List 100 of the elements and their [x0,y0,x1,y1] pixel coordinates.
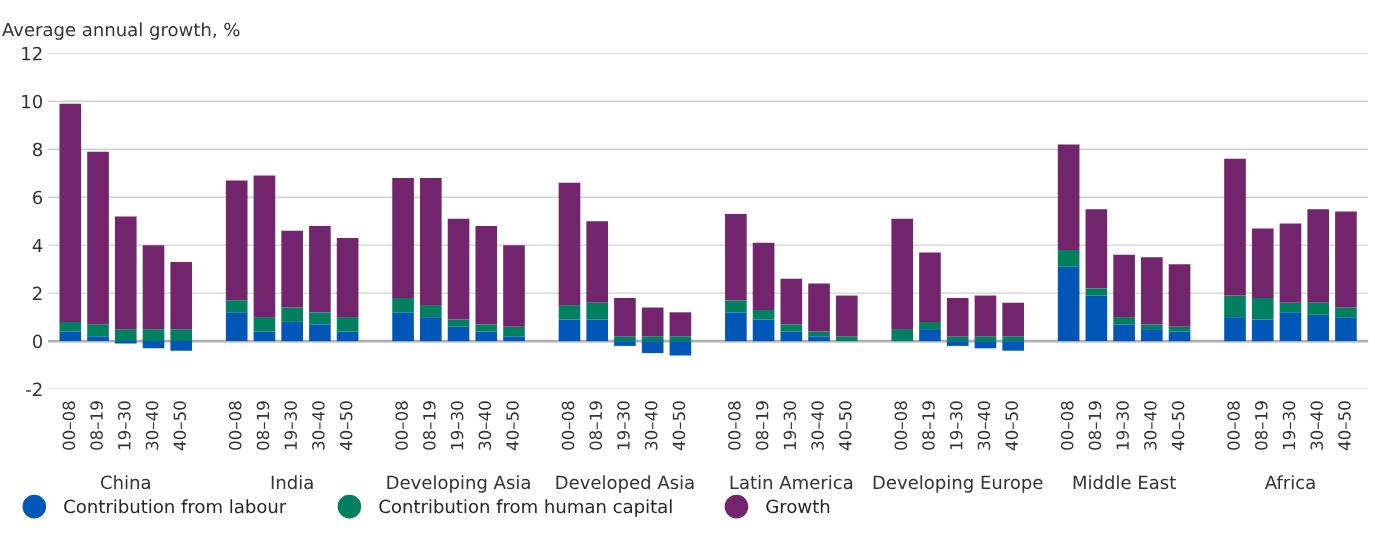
bar [253,175,276,318]
bar [1251,297,1274,320]
bar [309,225,331,313]
bar [253,317,276,332]
bar [503,326,525,337]
bar [669,312,692,337]
x-tick-label: 30–40 [1310,401,1324,450]
bar [1057,144,1080,250]
bar [59,103,82,322]
x-tick-label: 08–19 [922,401,935,450]
bar [1168,326,1191,332]
bar [447,218,470,320]
bar [1141,324,1163,330]
bar [641,307,664,337]
x-tick-label: 40–50 [672,401,686,451]
bar [170,341,193,351]
x-tick-label: 40–50 [506,401,519,451]
y-tick-label: 2 [33,286,42,301]
text: China [101,475,150,490]
bar [1251,319,1274,342]
x-tick-label: 08–19 [1088,401,1102,450]
bar [641,336,664,342]
bar [87,151,109,325]
bar [1085,288,1108,296]
bar [614,341,636,346]
bar [142,329,165,342]
bar [725,214,747,301]
bar [475,331,498,342]
legend-label: Growth [766,499,830,514]
x-tick-label: 08–19 [1254,401,1268,450]
bar [336,237,359,318]
y-tick-label: 12 [22,46,42,61]
bar [336,317,359,332]
bar [1335,307,1357,318]
bar [669,336,692,342]
bar [1113,317,1135,325]
x-tick-label: 00–08 [395,401,408,450]
bar [142,341,165,349]
bar [725,312,747,342]
bar [114,329,137,342]
bar [420,178,442,306]
bar [974,336,997,342]
bar [891,218,914,330]
bar [752,319,775,342]
bar [114,216,137,330]
bar [808,283,830,332]
bar [725,300,747,313]
bar [586,302,609,320]
x-tick-label: 30–40 [145,401,159,450]
bar [1113,324,1135,342]
bar [225,300,248,313]
bar [1141,329,1163,342]
bar [225,180,248,301]
x-tick-label: 00–08 [1060,401,1074,450]
bar [1141,257,1163,325]
bar [558,319,581,342]
bar [891,329,914,342]
bar [808,336,830,342]
bar [1002,302,1024,337]
x-tick-label: 19–30 [284,401,297,450]
bar [281,321,303,342]
bar [336,331,359,342]
x-tick-label: 40–50 [339,401,353,451]
text: Developed Asia [556,475,694,493]
bar [946,297,969,337]
x-tick-label: 00–08 [1227,401,1240,450]
bar [586,319,609,342]
bar [87,324,109,337]
bar [1002,336,1024,342]
bar [780,278,803,325]
x-tick-label: 00–08 [62,401,76,450]
x-tick-label: 40–50 [1005,401,1018,451]
bar [447,319,470,327]
bar [835,336,858,342]
bar [1085,295,1108,342]
bar [420,305,442,318]
bar [1279,223,1302,303]
x-tick-label: 00–08 [728,401,741,450]
x-tick-label: 08–19 [256,401,270,450]
bar [475,225,498,325]
x-tick-label: 19–30 [783,401,797,450]
y-tick-label: 4 [32,238,43,253]
bar [447,326,470,342]
legend-label: Contribution from labour [64,499,287,514]
y-tick-label: 6 [33,190,43,205]
x-tick-label: 30–40 [312,401,325,450]
bar [1279,302,1302,313]
bar [946,336,969,342]
bar [225,312,248,342]
x-tick-label: 19–30 [450,401,464,450]
bar [392,312,414,342]
bar [170,329,193,342]
bar [641,341,664,354]
bar [1113,254,1135,318]
x-tick-label: 08–19 [589,401,603,450]
bar [59,321,82,332]
bar [1307,302,1330,315]
bar [1168,331,1191,342]
x-tick-label: 30–40 [811,401,824,450]
text: Developing Europe [873,475,1043,493]
